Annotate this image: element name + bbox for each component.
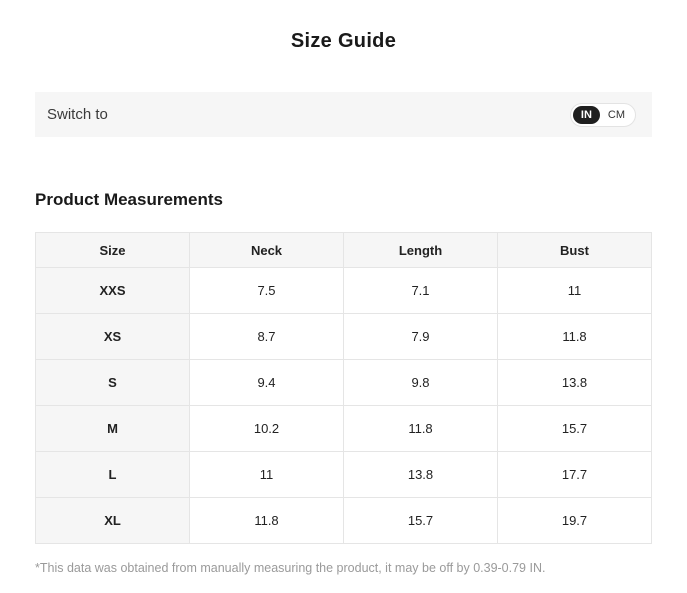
size-cell: XS — [35, 313, 190, 360]
size-cell: XL — [35, 497, 190, 544]
value-cell: 11 — [497, 267, 652, 314]
measurements-table: Size Neck Length Bust XXS 7.5 7.1 11 XS … — [35, 232, 652, 544]
switch-to-label: Switch to — [47, 106, 108, 123]
column-header-length: Length — [343, 232, 498, 268]
table-header-row: Size Neck Length Bust — [35, 232, 652, 268]
value-cell: 11 — [189, 451, 344, 498]
value-cell: 10.2 — [189, 405, 344, 452]
section-title-product-measurements: Product Measurements — [35, 190, 223, 209]
table-row: XS 8.7 7.9 11.8 — [35, 313, 652, 360]
value-cell: 8.7 — [189, 313, 344, 360]
table-row: L 11 13.8 17.7 — [35, 451, 652, 498]
size-cell: S — [35, 359, 190, 406]
column-header-size: Size — [35, 232, 190, 268]
value-cell: 7.5 — [189, 267, 344, 314]
value-cell: 11.8 — [189, 497, 344, 544]
value-cell: 13.8 — [343, 451, 498, 498]
page-title: Size Guide — [290, 30, 397, 52]
unit-toggle[interactable]: IN CM — [569, 102, 636, 127]
column-header-neck: Neck — [189, 232, 344, 268]
unit-switch-bar: Switch to IN CM — [35, 92, 652, 137]
value-cell: 19.7 — [497, 497, 652, 544]
table-row: S 9.4 9.8 13.8 — [35, 359, 652, 406]
size-cell: M — [35, 405, 190, 452]
value-cell: 13.8 — [497, 359, 652, 406]
value-cell: 9.4 — [189, 359, 344, 406]
unit-option-cm[interactable]: CM — [607, 108, 625, 121]
unit-option-in[interactable]: IN — [572, 105, 600, 124]
table-row: XXS 7.5 7.1 11 — [35, 267, 652, 314]
value-cell: 11.8 — [343, 405, 498, 452]
size-guide-panel: Size Guide Switch to IN CM Product Measu… — [35, 30, 652, 575]
size-cell: L — [35, 451, 190, 498]
measurement-disclaimer: *This data was obtained from manually me… — [35, 561, 546, 575]
value-cell: 17.7 — [497, 451, 652, 498]
value-cell: 15.7 — [497, 405, 652, 452]
value-cell: 7.1 — [343, 267, 498, 314]
value-cell: 7.9 — [343, 313, 498, 360]
value-cell: 9.8 — [343, 359, 498, 406]
value-cell: 15.7 — [343, 497, 498, 544]
table-row: M 10.2 11.8 15.7 — [35, 405, 652, 452]
value-cell: 11.8 — [497, 313, 652, 360]
size-cell: XXS — [35, 267, 190, 314]
column-header-bust: Bust — [497, 232, 652, 268]
table-row: XL 11.8 15.7 19.7 — [35, 497, 652, 544]
